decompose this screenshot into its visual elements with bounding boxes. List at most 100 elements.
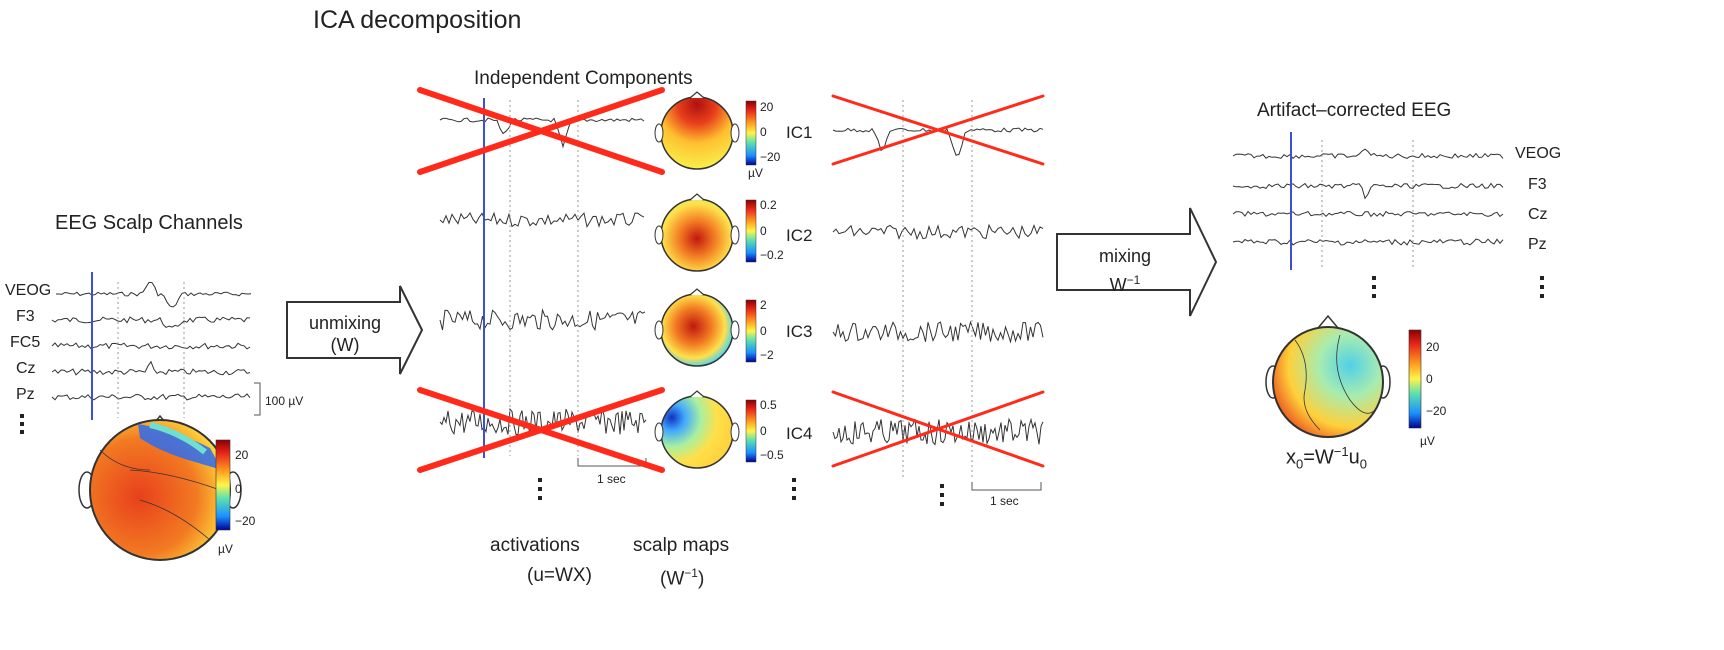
scalpmaps-formula-base: (W (660, 568, 685, 590)
corrected-channel-label: Cz (1528, 206, 1548, 223)
right-trace (832, 320, 1044, 344)
eeg-colorbar-tick: −20 (235, 514, 256, 528)
scalpmaps-label: scalp maps (633, 535, 730, 556)
mixing-exp: −1 (1126, 273, 1141, 287)
right-ic1-reject-cross (831, 94, 1045, 166)
ic3-colorbar-tick: 2 (760, 298, 767, 312)
ic-heading: Independent Components (474, 68, 693, 89)
diagram-title: ICA decomposition (313, 6, 522, 34)
unmixing-arrow (286, 285, 424, 375)
ic-trace (439, 308, 646, 332)
ic1-head-map (654, 91, 740, 170)
corrected-head-map (1265, 314, 1391, 438)
eeg-colorbar-tick: 0 (235, 482, 242, 496)
ic4-reject-cross (417, 387, 665, 473)
reconstruction-formula: x0=W−1u0 (1286, 444, 1367, 472)
corrected-channel-label: F3 (1528, 176, 1547, 193)
ic-label: IC2 (786, 226, 813, 245)
eeg-trace (51, 316, 251, 328)
corrected-heading: Artifact–corrected EEG (1257, 100, 1452, 121)
eeg-channel-label: FC5 (10, 334, 41, 351)
corrected-grid-lines (1321, 140, 1414, 268)
ic-label: IC4 (786, 424, 813, 443)
eeg-trace (51, 360, 251, 376)
right-ic4-reject-cross (831, 390, 1045, 468)
eeg-scale-label: 100 µV (265, 394, 304, 408)
ic3-colorbar-tick: 0 (760, 324, 767, 338)
mixing-label: mixing W−1 (1075, 244, 1175, 297)
formula-eq: =W (1303, 446, 1334, 469)
activations-formula: (u=WX) (527, 565, 592, 586)
eeg-traces (51, 281, 252, 401)
mixing-w: W (1109, 275, 1127, 295)
ic2-colorbar-tick: 0.2 (760, 198, 777, 212)
eeg-colorbar-tick: 20 (235, 448, 249, 462)
formula-u: u (1348, 446, 1360, 469)
right-traces-ellipsis (940, 484, 944, 506)
ic-label: IC3 (786, 322, 813, 341)
activations-label: activations (490, 535, 580, 556)
unmixing-line2: (W) (330, 335, 360, 355)
ic3-colorbar-tick: −2 (760, 348, 774, 362)
corrected-trace (1232, 148, 1504, 160)
formula-u-sub: 0 (1359, 456, 1367, 472)
mixing-arrow (1056, 207, 1218, 317)
ic1-colorbar-unit: µV (748, 166, 763, 180)
ic-label: IC1 (786, 123, 813, 142)
scalpmaps-formula-close: ) (697, 568, 705, 590)
ic-scale-label: 1 sec (597, 472, 626, 486)
corrected-colorbar-tick: −20 (1426, 404, 1447, 418)
eeg-scale-bar (254, 382, 261, 416)
ic-trace (439, 211, 645, 229)
corrected-colorbar-unit: µV (1420, 434, 1435, 448)
ic-maps-ellipsis (792, 478, 796, 500)
right-trace (832, 223, 1044, 241)
ic2-head-map (654, 193, 740, 272)
corrected-colorbar (1408, 329, 1422, 429)
corrected-trace (1232, 182, 1504, 200)
ic-trace (439, 117, 645, 149)
ic1-reject-cross (417, 87, 665, 175)
eeg-ellipsis (20, 414, 24, 434)
ic1-colorbar-tick: 20 (760, 100, 774, 114)
mixing-line2: W−1 (1075, 268, 1175, 297)
corrected-eeg-traces (1232, 148, 1504, 246)
ic4-head-map (654, 390, 740, 469)
formula-x-sub: 0 (1296, 456, 1304, 472)
right-trace (832, 127, 1044, 156)
corrected-colorbar-tick: 0 (1426, 372, 1433, 386)
right-activation-traces (832, 127, 1044, 446)
unmixing-line1: unmixing (308, 313, 382, 333)
corrected-channel-label: VEOG (1515, 145, 1562, 162)
ic-grid-lines (509, 100, 579, 456)
eeg-channel-label: Pz (16, 386, 35, 403)
ic1-colorbar-tick: 0 (760, 125, 767, 139)
eeg-channel-label: F3 (16, 308, 35, 325)
right-trace (832, 417, 1044, 446)
corrected-colorbar-tick: 20 (1426, 340, 1440, 354)
ic-activation-traces (439, 117, 647, 436)
unmixing-label: unmixing (W) (295, 312, 395, 356)
ic4-colorbar-tick: −0.5 (760, 448, 784, 462)
ic1-colorbar (745, 100, 757, 166)
ic-activations-ellipsis (538, 478, 542, 500)
eeg-channel-label: Cz (16, 360, 36, 377)
ic3-colorbar (745, 299, 757, 363)
formula-x: x (1286, 446, 1296, 469)
right-scale-bar (971, 482, 1042, 491)
eeg-trace (51, 342, 251, 350)
eeg-heading: EEG Scalp Channels (55, 212, 243, 234)
eeg-trace (56, 281, 252, 308)
ic4-colorbar-tick: 0 (760, 424, 767, 438)
ic2-colorbar-tick: −0.2 (760, 248, 784, 262)
ic4-colorbar-tick: 0.5 (760, 398, 777, 412)
eeg-trace (51, 393, 251, 401)
eeg-channel-label: VEOG (5, 282, 52, 299)
eeg-colorbar-unit: µV (218, 542, 233, 556)
ic4-colorbar (745, 399, 757, 463)
eeg-colorbar (215, 439, 231, 531)
ic2-colorbar (745, 199, 757, 263)
corrected-trace (1232, 238, 1504, 246)
mixing-line1: mixing (1098, 246, 1151, 266)
